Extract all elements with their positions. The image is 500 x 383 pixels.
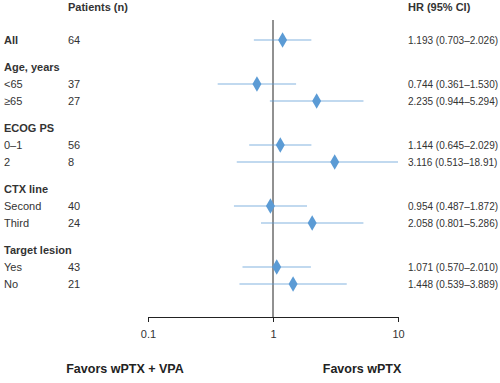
column-header: Patients (n)	[68, 1, 128, 13]
column-header: HR (95% CI)	[408, 1, 471, 13]
hr-text: 2.058 (0.801–5.286)	[408, 218, 498, 229]
hr-text: 3.116 (0.513–18.91)	[408, 157, 497, 168]
row-label: Yes	[4, 261, 22, 273]
patients: 40	[68, 200, 80, 212]
hazard-ratio	[289, 276, 298, 292]
patients: 21	[68, 278, 80, 290]
group-heading: Age, years	[4, 61, 60, 73]
favors-label: Favors wPTX	[323, 362, 402, 376]
hr-text: 1.448 (0.539–3.889)	[408, 279, 498, 290]
tick-label: 0.1	[141, 328, 156, 340]
patients: 8	[68, 156, 74, 168]
patients: 64	[68, 34, 80, 46]
group-heading: Target lesion	[4, 244, 72, 256]
patients: 43	[68, 261, 80, 273]
reference-line	[273, 20, 274, 317]
row-label: Third	[4, 217, 29, 229]
favors-label: Favors wPTX + VPA	[66, 362, 184, 376]
group-heading: CTX line	[4, 183, 48, 195]
patients: 37	[68, 78, 80, 90]
patients: 56	[68, 139, 80, 151]
x-axis: 0.1 1 10	[141, 317, 405, 340]
hazard-ratio	[252, 76, 261, 92]
tick: 10	[392, 317, 404, 340]
tick-mark	[273, 317, 274, 322]
hazard-ratio	[272, 259, 281, 275]
hr-text: 0.954 (0.487–1.872)	[408, 201, 498, 212]
row-label: ≥65	[4, 95, 22, 107]
row-label: 2	[4, 156, 10, 168]
tick-label: 10	[392, 328, 404, 340]
forest-plot: Patients (n) HR (95% CI) All 64 1.193 (0.703…	[0, 0, 500, 383]
hazard-ratio	[266, 198, 275, 214]
row-label: 0–1	[4, 139, 22, 151]
hr-text: 1.071 (0.570–2.010)	[408, 262, 498, 273]
row-label: No	[4, 278, 18, 290]
hazard-ratio	[276, 137, 285, 153]
hr-text: 1.144 (0.645–2.029)	[408, 140, 498, 151]
hazard-ratio	[308, 215, 317, 231]
tick: 0.1	[141, 317, 156, 340]
tick-mark	[148, 317, 149, 322]
hazard-ratio	[330, 154, 339, 170]
marks	[218, 20, 398, 317]
hr-text: 0.744 (0.361–1.530)	[408, 79, 498, 90]
tick-label: 1	[270, 328, 276, 340]
tick: 1	[270, 317, 276, 340]
hazard-ratio	[278, 32, 287, 48]
patients: 24	[68, 217, 80, 229]
hr-text: 1.193 (0.703–2.026)	[408, 35, 498, 46]
hr-text: 2.235 (0.944–5.294)	[408, 96, 498, 107]
axis-line	[149, 318, 399, 323]
group-heading: ECOG PS	[4, 122, 54, 134]
row-label: Second	[4, 200, 41, 212]
row-label: All	[4, 34, 18, 46]
row-label: <65	[4, 78, 23, 90]
confidence-interval	[237, 161, 398, 162]
tick-mark	[398, 317, 399, 322]
patients: 27	[68, 95, 80, 107]
hazard-ratio	[312, 93, 321, 109]
